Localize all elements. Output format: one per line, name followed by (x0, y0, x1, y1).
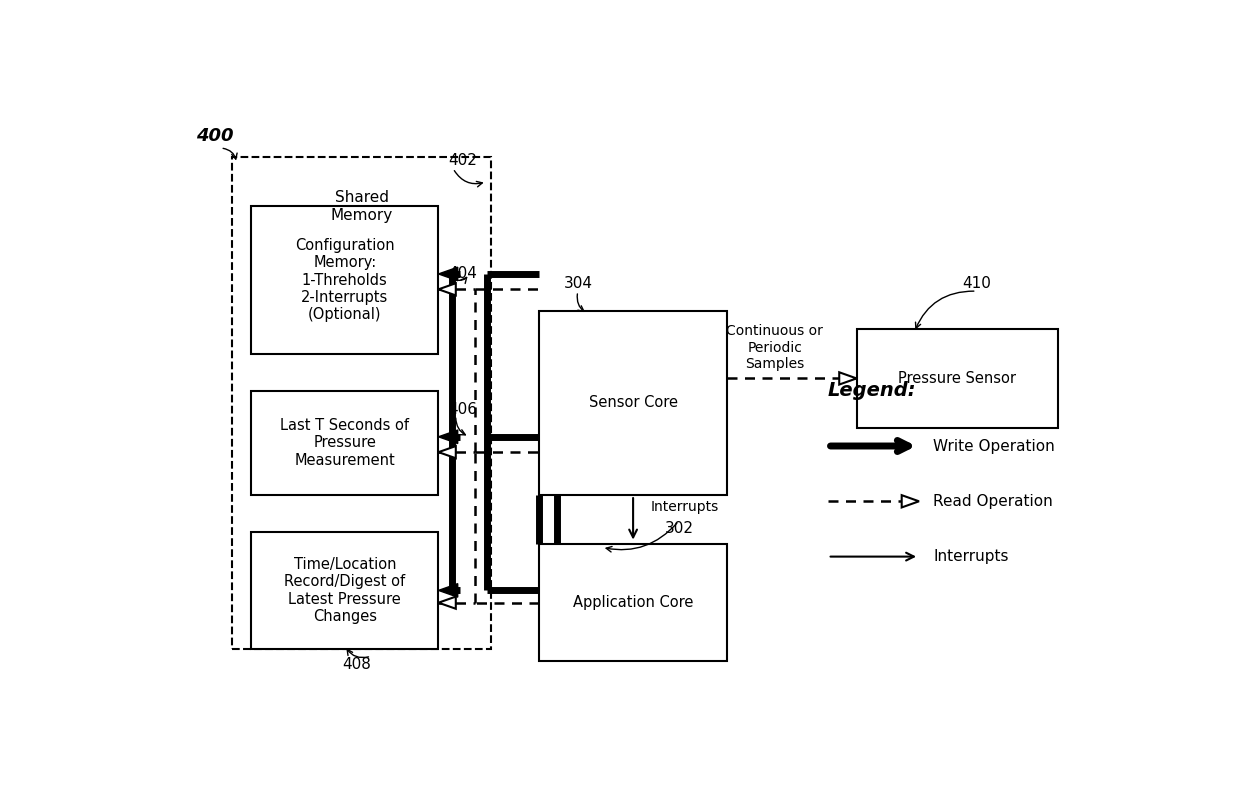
Text: 404: 404 (448, 267, 477, 282)
Text: Configuration
Memory:
1-Threholds
2-Interrupts
(Optional): Configuration Memory: 1-Threholds 2-Inte… (295, 238, 394, 322)
Text: Interrupts: Interrupts (934, 549, 1009, 564)
Polygon shape (439, 446, 456, 458)
Text: Continuous or
Periodic
Samples: Continuous or Periodic Samples (727, 325, 823, 371)
Text: Pressure Sensor: Pressure Sensor (899, 371, 1017, 386)
Polygon shape (439, 283, 456, 295)
Text: 400: 400 (196, 127, 234, 144)
Text: 304: 304 (563, 275, 593, 290)
Bar (539, 311, 727, 495)
Text: 302: 302 (665, 521, 693, 536)
Text: 406: 406 (448, 401, 477, 417)
Polygon shape (439, 583, 458, 597)
Bar (250, 532, 439, 649)
Bar (857, 330, 1058, 428)
Polygon shape (439, 597, 456, 609)
Text: Legend:: Legend: (828, 381, 916, 401)
Bar (250, 391, 439, 495)
Text: Write Operation: Write Operation (934, 439, 1055, 453)
Text: Interrupts: Interrupts (651, 500, 719, 515)
Polygon shape (439, 267, 458, 281)
Polygon shape (901, 495, 919, 508)
Bar (250, 207, 439, 354)
Bar (539, 544, 727, 661)
Text: 408: 408 (342, 657, 371, 672)
Text: Last T Seconds of
Pressure
Measurement: Last T Seconds of Pressure Measurement (280, 418, 409, 468)
Text: Read Operation: Read Operation (934, 494, 1053, 509)
Polygon shape (839, 372, 857, 385)
Text: Time/Location
Record/Digest of
Latest Pressure
Changes: Time/Location Record/Digest of Latest Pr… (284, 557, 405, 624)
Text: 402: 402 (448, 152, 477, 168)
Bar (232, 157, 491, 649)
Text: Application Core: Application Core (573, 595, 693, 610)
Polygon shape (439, 430, 458, 444)
Text: Shared
Memory: Shared Memory (331, 190, 393, 223)
Text: Sensor Core: Sensor Core (589, 396, 677, 410)
Text: 410: 410 (962, 275, 991, 290)
